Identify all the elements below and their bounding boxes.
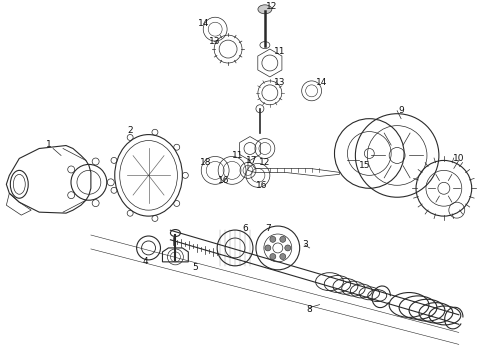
Ellipse shape bbox=[258, 5, 272, 14]
Text: 9: 9 bbox=[398, 106, 404, 115]
Circle shape bbox=[280, 253, 286, 260]
Text: 6: 6 bbox=[242, 224, 248, 233]
Text: 1: 1 bbox=[46, 140, 52, 149]
Text: 8: 8 bbox=[307, 305, 313, 314]
Text: 14: 14 bbox=[316, 78, 327, 87]
Text: 11: 11 bbox=[274, 46, 286, 55]
Circle shape bbox=[270, 237, 276, 242]
Text: 3: 3 bbox=[302, 240, 308, 249]
Text: 2: 2 bbox=[128, 126, 133, 135]
Text: 16: 16 bbox=[219, 176, 230, 185]
Text: 11: 11 bbox=[232, 151, 244, 160]
Text: 4: 4 bbox=[143, 257, 148, 266]
Text: 17: 17 bbox=[246, 156, 258, 165]
Text: 12: 12 bbox=[266, 2, 277, 11]
Text: 18: 18 bbox=[199, 158, 211, 167]
Circle shape bbox=[280, 237, 286, 242]
Text: 13: 13 bbox=[209, 37, 221, 46]
Text: 7: 7 bbox=[265, 224, 271, 233]
Circle shape bbox=[265, 245, 271, 251]
Circle shape bbox=[270, 253, 276, 260]
Text: 5: 5 bbox=[193, 263, 198, 272]
Text: 12: 12 bbox=[259, 158, 270, 167]
Text: 15: 15 bbox=[359, 161, 370, 170]
Text: 13: 13 bbox=[274, 78, 286, 87]
Circle shape bbox=[285, 245, 291, 251]
Text: 14: 14 bbox=[197, 19, 209, 28]
Text: 16: 16 bbox=[256, 181, 268, 190]
Text: 10: 10 bbox=[453, 154, 465, 163]
